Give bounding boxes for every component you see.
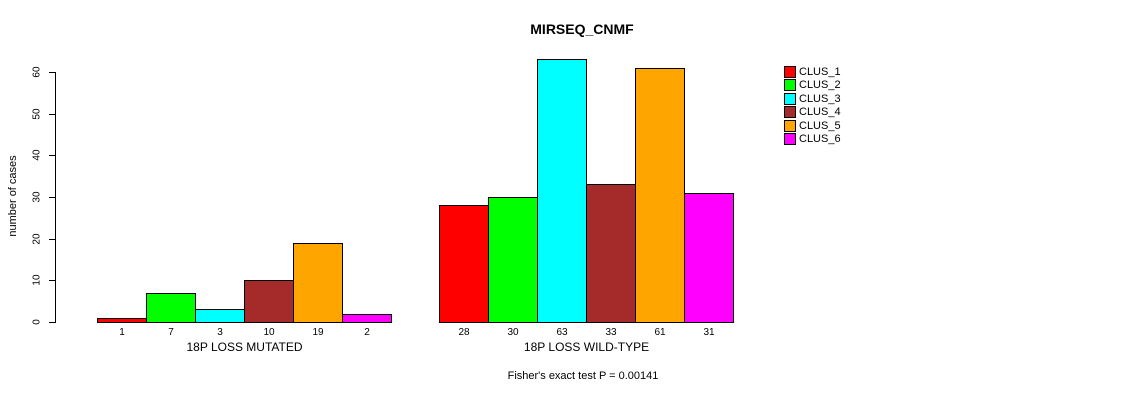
bar-clus_6 bbox=[342, 314, 392, 323]
legend-swatch-clus_6 bbox=[784, 133, 796, 145]
bar-clus_1 bbox=[439, 205, 489, 323]
legend-label-clus_6: CLUS_6 bbox=[799, 133, 841, 145]
bar-value-label: 19 bbox=[312, 327, 324, 338]
legend-swatch-clus_1 bbox=[784, 66, 796, 78]
legend-swatch-clus_5 bbox=[784, 119, 796, 132]
bar-value-label: 63 bbox=[556, 327, 568, 338]
bar-value-label: 1 bbox=[119, 327, 125, 338]
bar-clus_5 bbox=[635, 68, 685, 323]
bar-clus_3 bbox=[195, 309, 245, 323]
fisher-test-annotation: Fisher's exact test P = 0.00141 bbox=[507, 370, 659, 382]
group-label-1: 18P LOSS MUTATED bbox=[186, 340, 303, 354]
bar-value-label: 2 bbox=[364, 327, 370, 338]
bar-value-label: 30 bbox=[507, 327, 519, 338]
y-tick bbox=[49, 72, 55, 73]
y-tick-label: 30 bbox=[31, 191, 43, 203]
y-tick-label: 0 bbox=[31, 319, 43, 325]
bar-value-label: 33 bbox=[605, 327, 617, 338]
bar-clus_4 bbox=[244, 280, 294, 323]
y-tick bbox=[49, 113, 55, 115]
y-tick-label: 50 bbox=[31, 108, 43, 120]
bar-value-label: 31 bbox=[703, 327, 715, 338]
legend-swatch-clus_2 bbox=[784, 79, 796, 92]
y-tick bbox=[49, 280, 55, 282]
bar-clus_4 bbox=[586, 184, 636, 323]
bar-value-label: 61 bbox=[654, 327, 666, 338]
bar-value-label: 7 bbox=[168, 327, 174, 338]
legend-label-clus_4: CLUS_4 bbox=[799, 106, 841, 119]
y-tick bbox=[49, 197, 55, 198]
bar-clus_3 bbox=[537, 59, 587, 323]
legend-swatch-clus_3 bbox=[784, 92, 796, 105]
legend-swatch-clus_4 bbox=[784, 106, 796, 119]
bar-clus_6 bbox=[684, 193, 734, 323]
y-axis-line bbox=[55, 72, 56, 323]
bar-clus_2 bbox=[488, 197, 538, 323]
y-axis-title: number of cases bbox=[7, 155, 19, 237]
bar-value-label: 28 bbox=[458, 327, 470, 338]
group-label-2: 18P LOSS WILD-TYPE bbox=[523, 340, 650, 354]
y-tick-label: 10 bbox=[31, 274, 43, 286]
bar-clus_1 bbox=[97, 318, 147, 323]
bar-value-label: 3 bbox=[217, 327, 223, 338]
legend-label-clus_5: CLUS_5 bbox=[799, 119, 841, 132]
chart-title: MIRSEQ_CNMF bbox=[530, 21, 634, 37]
legend-label-clus_1: CLUS_1 bbox=[799, 66, 841, 78]
y-tick-label: 20 bbox=[31, 233, 43, 245]
bar-clus_5 bbox=[293, 243, 343, 323]
legend-label-clus_2: CLUS_2 bbox=[799, 79, 841, 92]
bar-clus_2 bbox=[146, 293, 196, 323]
y-tick-label: 40 bbox=[31, 149, 43, 161]
y-tick-label: 60 bbox=[31, 66, 43, 78]
y-tick bbox=[49, 155, 55, 157]
bar-value-label: 10 bbox=[263, 327, 275, 338]
y-tick bbox=[49, 322, 55, 323]
y-tick bbox=[49, 238, 55, 240]
legend-label-clus_3: CLUS_3 bbox=[799, 92, 841, 105]
